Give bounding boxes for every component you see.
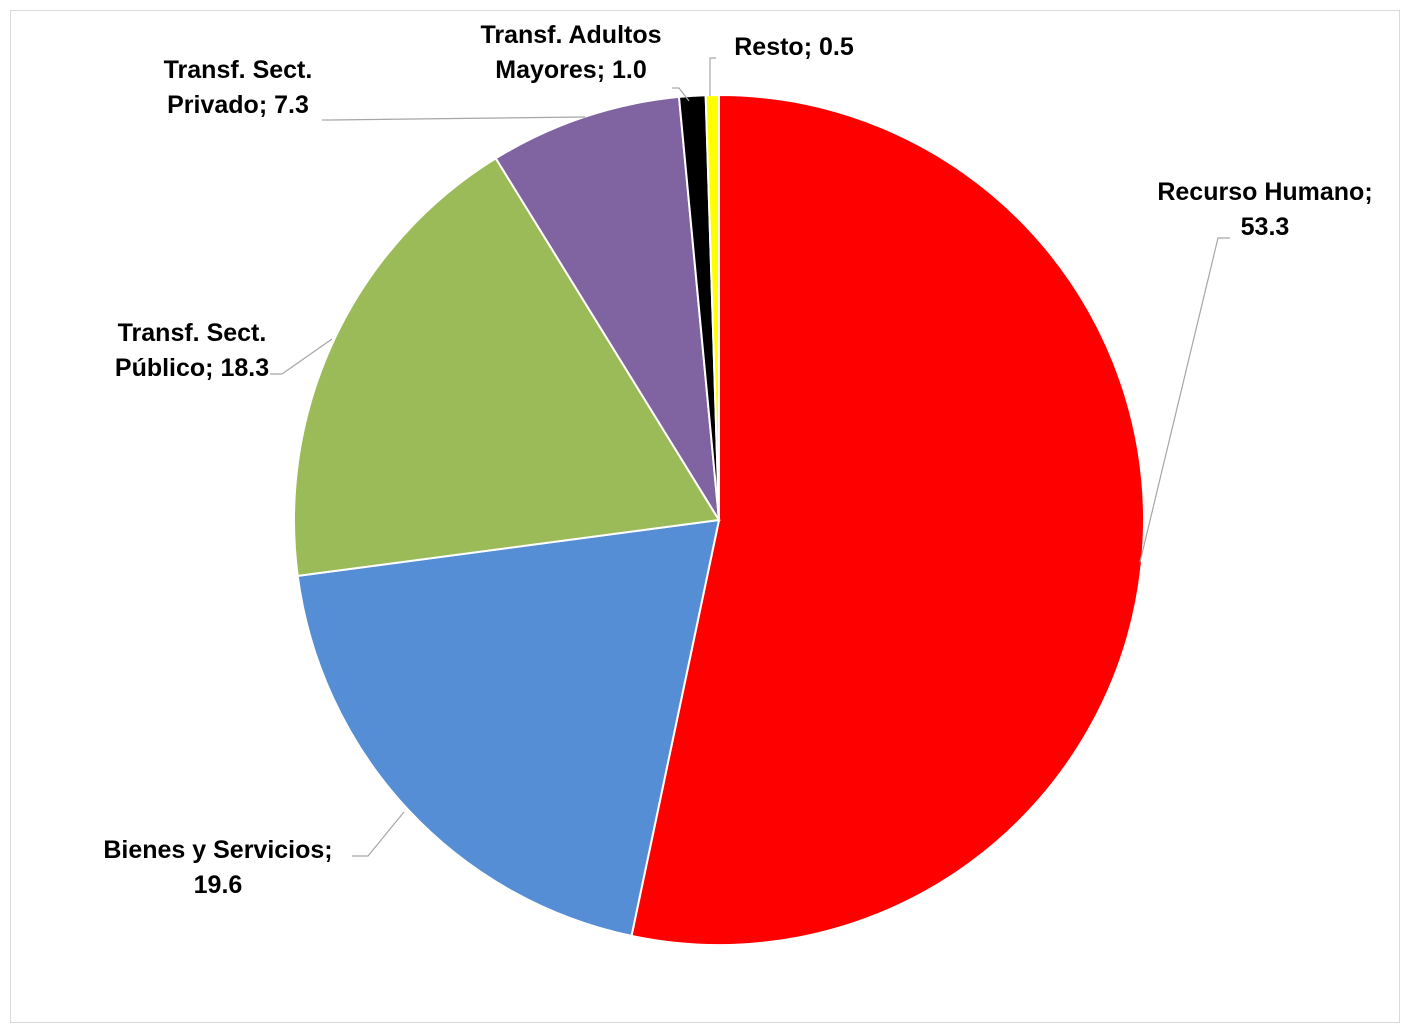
data-label-line: 53.3 bbox=[1241, 213, 1290, 241]
leader-line bbox=[672, 87, 690, 102]
data-label: Bienes y Servicios; 19.6 bbox=[103, 836, 332, 899]
pie-slice-resto bbox=[704, 93, 720, 521]
leader-lines bbox=[270, 57, 1230, 857]
leader-line bbox=[270, 338, 333, 375]
data-label-line: Público; 18.3 bbox=[115, 354, 269, 382]
data-label-line: Transf. Adultos bbox=[480, 21, 661, 49]
pie-slices bbox=[293, 93, 1145, 946]
pie-slice-bienes-y-servicios bbox=[296, 518, 721, 938]
pie-slice-transf-sect-p-blico bbox=[293, 156, 721, 578]
data-labels: Recurso Humano; 53.3 Bienes y Servicios; 19… bbox=[103, 21, 1372, 899]
data-label: Transf. Sect. Público; 18.3 bbox=[115, 319, 269, 382]
leader-line bbox=[352, 811, 405, 857]
data-label-line: Mayores; 1.0 bbox=[495, 56, 646, 84]
data-label: Transf. Adultos Mayores; 1.0 bbox=[480, 21, 661, 84]
data-label-line: Transf. Sect. bbox=[118, 319, 267, 347]
data-label-line: Recurso Humano; bbox=[1157, 178, 1372, 206]
leader-line bbox=[322, 116, 586, 121]
pie-slice-recurso-humano bbox=[630, 93, 1145, 946]
data-label: Resto; 0.5 bbox=[734, 33, 854, 61]
data-label: Transf. Sect. Privado; 7.3 bbox=[164, 56, 313, 119]
leader-line bbox=[1139, 237, 1230, 563]
data-label: Recurso Humano; 53.3 bbox=[1157, 178, 1372, 241]
data-label-line: 19.6 bbox=[194, 871, 243, 899]
data-label-line: Bienes y Servicios; bbox=[103, 836, 332, 864]
data-label-line: Transf. Sect. bbox=[164, 56, 313, 84]
data-label-line: Privado; 7.3 bbox=[167, 91, 309, 119]
data-label-line: Resto; 0.5 bbox=[734, 33, 854, 61]
leader-line bbox=[709, 57, 716, 96]
